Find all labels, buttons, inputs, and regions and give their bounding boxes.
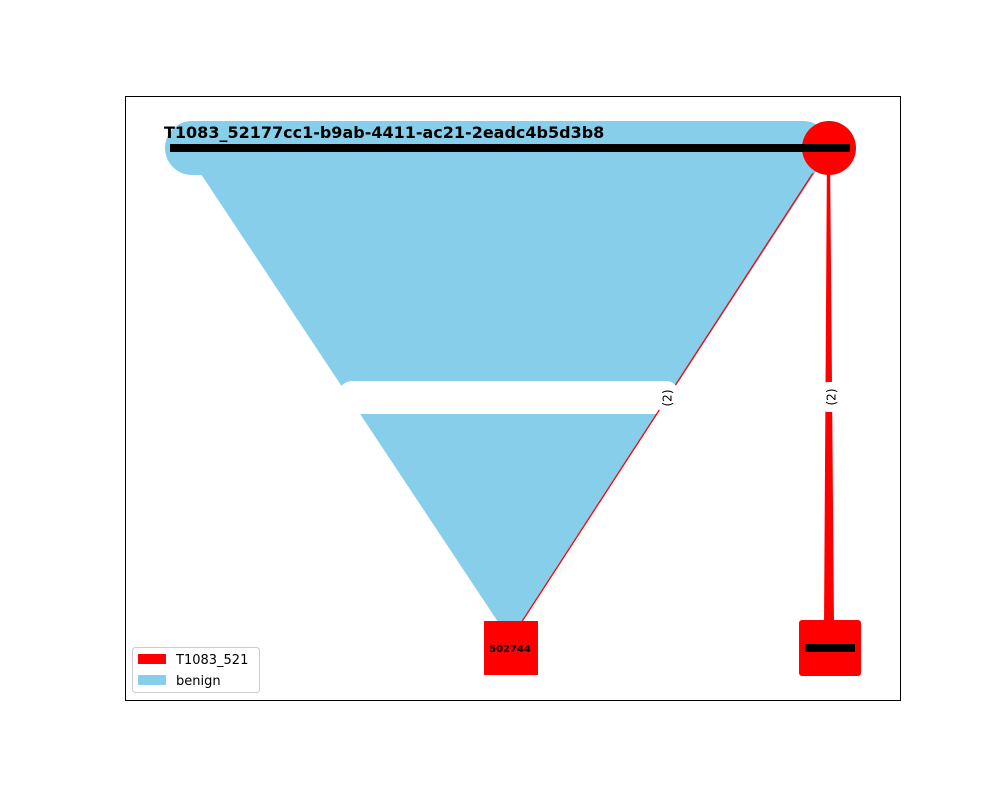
node-top-bar xyxy=(170,144,850,152)
node-bottom-right-bar xyxy=(805,644,855,652)
edge-label-right: (2) xyxy=(822,382,842,412)
node-bottom-mid-label: 502744 xyxy=(489,644,531,655)
node-top-left-label: T1083_52177cc1-b9ab-4411-ac21-2eadc4b5d3… xyxy=(164,123,604,142)
edge-label-mid-text: (2) xyxy=(661,390,675,407)
edge-label-band xyxy=(338,381,680,414)
legend-swatch-t1083 xyxy=(138,654,166,664)
edge-label-mid: (2) xyxy=(658,384,678,412)
legend: T1083_521 benign xyxy=(132,647,260,693)
legend-label-benign: benign xyxy=(176,674,221,689)
legend-label-t1083: T1083_521 xyxy=(175,653,248,668)
legend-swatch-benign xyxy=(138,675,166,685)
edge-label-right-text: (2) xyxy=(825,389,839,406)
node-bottom-mid[interactable] xyxy=(484,621,538,675)
